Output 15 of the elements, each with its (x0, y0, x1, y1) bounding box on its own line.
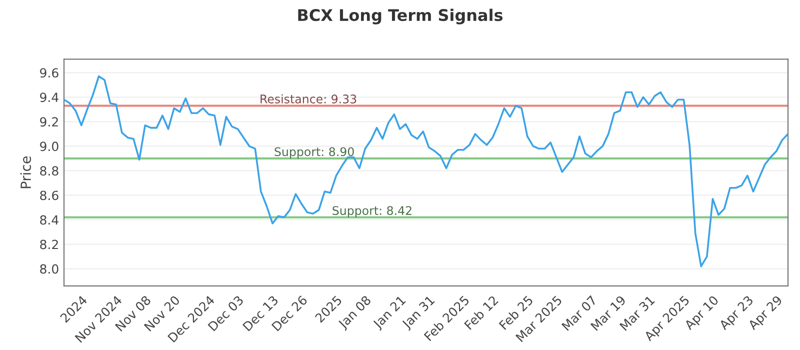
y-tick-label: 9.4 (40, 92, 58, 102)
y-tick-label: 9.6 (40, 68, 58, 78)
y-tick-label: 8.8 (40, 166, 58, 176)
ref-line-label: Support: 8.90 (274, 147, 354, 158)
ref-line-label: Resistance: 9.33 (260, 94, 356, 104)
y-tick-label: 8.4 (40, 215, 58, 225)
y-tick-label: 8.2 (40, 240, 58, 250)
y-tick-label: 9.0 (40, 142, 58, 152)
y-tick-label: 9.2 (40, 117, 58, 127)
y-tick-label: 8.0 (40, 264, 58, 274)
ref-line-label: Support: 8.42 (332, 206, 412, 218)
y-axis-title: Price (20, 156, 32, 188)
y-tick-label: 8.6 (40, 190, 58, 200)
chart-title: BCX Long Term Signals (298, 8, 503, 24)
line-series (64, 75, 788, 268)
